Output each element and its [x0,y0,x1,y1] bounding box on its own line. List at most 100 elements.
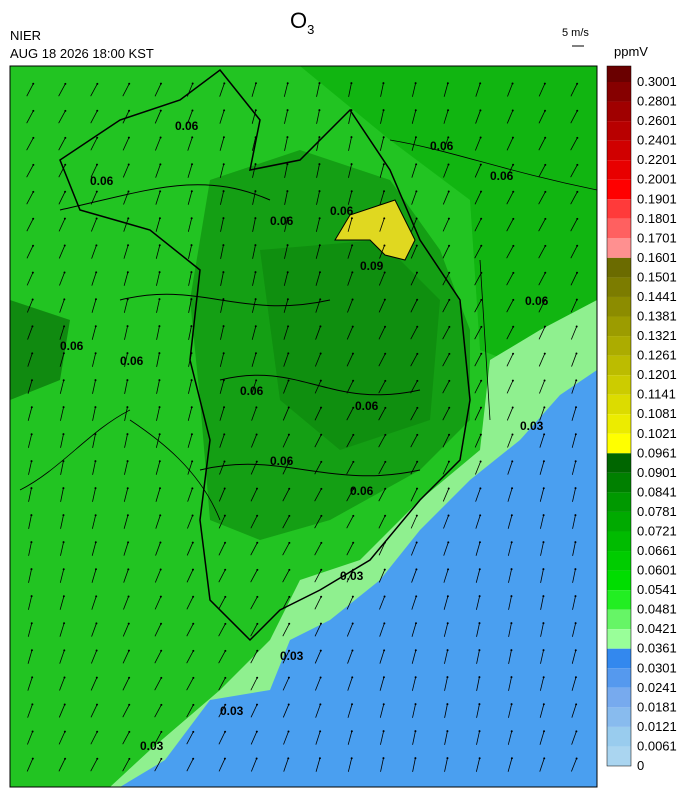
wind-arrow [27,380,33,394]
wind-arrow-head [64,163,67,166]
wind-arrow-head [542,622,545,625]
wind-arrow [282,650,290,664]
wind-arrow-head [510,541,513,544]
wind-arrow-head [511,82,514,85]
wind-arrow-head [382,109,385,112]
wind-arrow [442,434,450,448]
wind-arrow [315,731,321,745]
color-band [607,355,631,376]
wind-arrow [90,137,98,151]
wind-arrow [122,677,130,691]
wind-arrow [28,569,32,583]
wind-arrow-head [512,163,515,166]
wind-arrow-head [479,487,482,490]
wind-arrow [26,218,34,232]
wind-arrow [410,461,418,475]
wind-arrow [410,272,418,286]
wind-arrow-head [126,352,129,355]
wind-arrow-head [63,298,66,301]
wind-arrow [539,434,545,448]
wind-arrow-head [286,217,289,220]
wind-arrow [60,542,64,556]
wind-arrow-head [383,298,386,301]
colorbar-label: 0.0421 [637,621,677,636]
wind-arrow-head [63,649,66,652]
wind-arrow [378,569,386,583]
wind-arrow-head [30,541,33,544]
color-band [607,394,631,415]
wind-arrow-head [95,217,98,220]
wind-arrow [282,461,290,475]
wind-arrow [155,245,161,259]
wind-arrow-head [318,217,321,220]
inland-dark [260,240,440,450]
wind-arrow [378,542,386,556]
wind-arrow [314,353,322,367]
wind-arrow-head [288,460,291,463]
wind-arrow [475,137,481,151]
contour-label: 0.09 [360,259,384,273]
wind-arrow-head [415,271,418,274]
wind-arrow [346,488,354,502]
wind-arrow-head [95,271,98,274]
wind-arrow-head [158,244,161,247]
wind-arrow-head [478,568,481,571]
wind-arrow-head [511,406,514,409]
wind-arrow-head [127,244,130,247]
wind-arrow [124,326,128,340]
colorbar-label: 0.1141 [637,387,676,402]
wind-arrow-head [127,541,130,544]
wind-arrow [538,83,546,97]
wind-arrow-head [542,460,545,463]
wind-arrow-head [383,622,386,625]
wind-arrow [379,596,385,610]
wind-arrow-head [543,82,546,85]
wind-arrow [284,164,288,178]
wind-arrow [154,110,162,124]
wind-arrow-head [286,82,289,85]
colorbar-label: 0.0601 [637,563,677,578]
wind-arrow-head [94,568,97,571]
wind-arrow-head [320,433,323,436]
colorbar-label: 0.0901 [637,465,677,480]
wind-arrow [27,326,33,340]
wind-arrow [570,191,578,205]
colorbar-label: 0.0121 [637,719,677,734]
colorbar-label: 0.0541 [637,582,677,597]
wind-arrow-head [287,433,290,436]
wind-arrow-head [288,568,291,571]
wind-arrow [123,272,129,286]
wind-arrow [539,461,545,475]
wind-arrow-head [576,244,579,247]
wind-arrow [474,218,482,232]
wind-arrow-head [542,703,545,706]
wind-arrow [540,515,544,529]
wind-arrow-head [480,271,483,274]
wind-arrow-head [576,217,579,220]
wind-arrow-head [192,676,195,679]
wind-arrow-head [350,109,353,112]
wind-arrow [570,326,578,340]
wind-arrow [220,326,224,340]
wind-arrow [90,83,98,97]
wind-arrow-head [480,217,483,220]
wind-arrow-head [478,676,481,679]
wind-arrow [506,245,514,259]
colorbar-label: 0.0481 [637,602,677,617]
wind-arrow [412,731,416,745]
title-sub: 3 [307,22,314,37]
wind-arrow [411,218,417,232]
wind-arrow-head [223,487,226,490]
wind-arrow [283,380,289,394]
wind-arrow-head [62,352,65,355]
wind-arrow-head [575,298,578,301]
colorbar-label: 0.2201 [637,152,677,167]
wind-arrow-head [191,163,194,166]
wind-arrow-head [288,487,291,490]
wind-arrow [570,137,578,151]
wind-arrow-head [127,649,130,652]
wind-arrow [570,164,578,178]
contour-label: 0.06 [490,169,514,183]
wind-arrow-head [576,271,579,274]
wind-arrow [283,326,289,340]
